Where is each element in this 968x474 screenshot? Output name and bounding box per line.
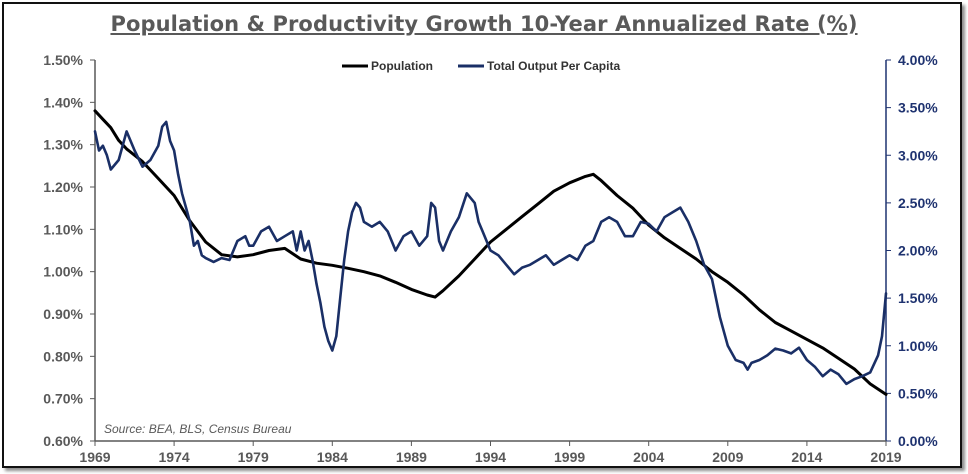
right-tick-label: 4.00% bbox=[898, 52, 938, 68]
right-tick-label: 1.50% bbox=[898, 290, 938, 306]
legend-label-output: Total Output Per Capita bbox=[487, 59, 620, 73]
x-tick-label: 1989 bbox=[396, 449, 427, 465]
left-tick-label: 1.50% bbox=[43, 52, 83, 68]
left-tick-label: 1.10% bbox=[43, 221, 83, 237]
right-tick-label: 2.00% bbox=[898, 243, 938, 259]
x-tick-label: 2004 bbox=[633, 449, 664, 465]
left-tick-label: 1.20% bbox=[43, 179, 83, 195]
left-tick-label: 0.70% bbox=[43, 391, 83, 407]
x-tick-label: 1974 bbox=[159, 449, 190, 465]
x-tick-label: 1969 bbox=[79, 449, 110, 465]
x-tick-label: 1994 bbox=[475, 449, 506, 465]
chart-title: Population & Productivity Growth 10-Year… bbox=[110, 12, 858, 36]
legend: Population Total Output Per Capita bbox=[342, 59, 620, 73]
right-tick-label: 2.50% bbox=[898, 195, 938, 211]
left-tick-label: 0.80% bbox=[43, 348, 83, 364]
right-tick-label: 3.00% bbox=[898, 147, 938, 163]
x-tick-label: 1984 bbox=[317, 449, 348, 465]
left-tick-label: 1.00% bbox=[43, 264, 83, 280]
chart-frame bbox=[2, 2, 962, 468]
right-tick-label: 1.00% bbox=[898, 338, 938, 354]
x-tick-label: 1999 bbox=[554, 449, 585, 465]
left-tick-label: 1.40% bbox=[43, 94, 83, 110]
series-line-population bbox=[93, 109, 888, 396]
right-tick-label: 3.50% bbox=[898, 100, 938, 116]
legend-label-population: Population bbox=[371, 59, 433, 73]
left-tick-label: 1.30% bbox=[43, 137, 83, 153]
right-tick-label: 0.50% bbox=[898, 385, 938, 401]
source-note: Source: BEA, BLS, Census Bureau bbox=[104, 422, 292, 436]
x-tick-label: 1979 bbox=[238, 449, 269, 465]
left-tick-label: 0.60% bbox=[43, 433, 83, 449]
series-line-output-per-capita bbox=[93, 120, 888, 386]
left-tick-label: 0.90% bbox=[43, 306, 83, 322]
x-tick-label: 2009 bbox=[712, 449, 743, 465]
right-tick-label: 0.00% bbox=[898, 433, 938, 449]
x-tick-label: 2019 bbox=[870, 449, 901, 465]
x-tick-label: 2014 bbox=[791, 449, 822, 465]
